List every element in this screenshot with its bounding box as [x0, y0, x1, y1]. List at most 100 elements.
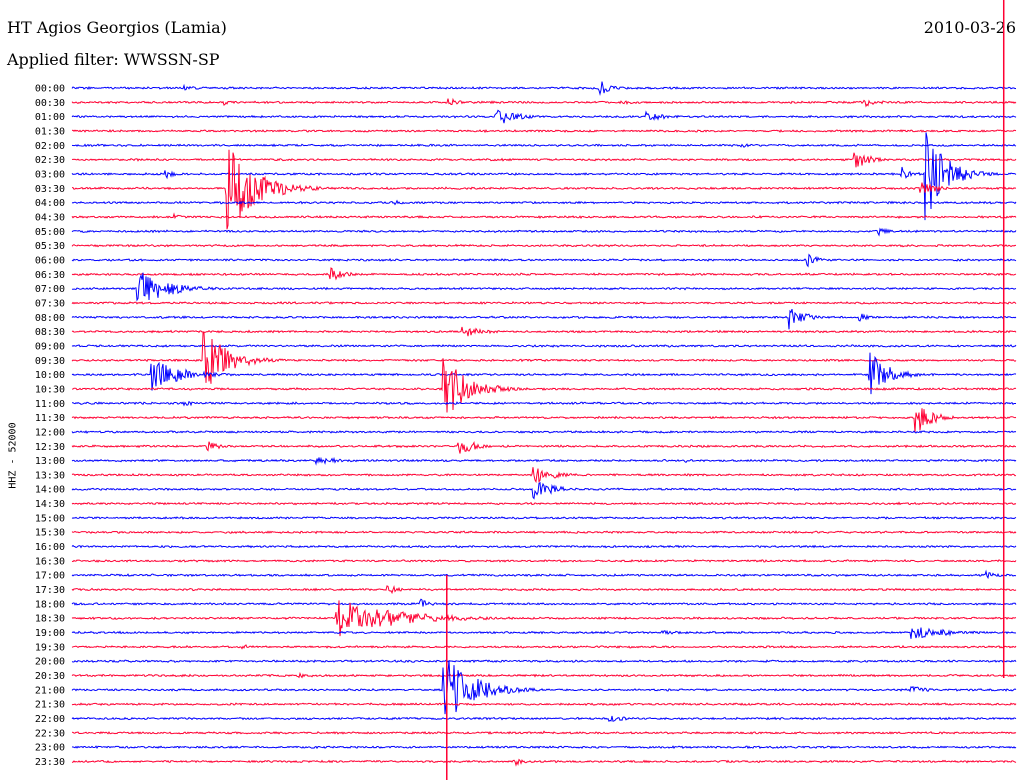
row-time-label: 16:00 — [35, 542, 65, 553]
row-time-label: 00:30 — [35, 98, 65, 109]
trace-row-0430 — [71, 212, 1017, 220]
trace-row-2300 — [71, 745, 1017, 750]
trace-row-0900 — [71, 344, 1017, 348]
row-time-label: 18:30 — [35, 614, 65, 625]
row-time-label: 21:00 — [35, 685, 65, 696]
trace-row-0500 — [71, 227, 1017, 237]
trace-row-1330 — [71, 467, 1017, 484]
trace-row-1730 — [71, 584, 1017, 595]
row-time-label: 05:30 — [35, 241, 65, 252]
trace-row-0730 — [71, 301, 1017, 305]
row-time-label: 13:30 — [35, 470, 65, 481]
trace-row-1000 — [71, 352, 1017, 395]
row-time-label: 20:30 — [35, 671, 65, 682]
row-time-label: 17:30 — [35, 585, 65, 596]
seismic-traces — [71, 81, 1017, 767]
row-time-label: 07:30 — [35, 298, 65, 309]
trace-row-0600 — [71, 253, 1017, 268]
trace-row-1530 — [71, 530, 1017, 535]
trace-row-0530 — [71, 243, 1017, 248]
row-time-label: 15:30 — [35, 528, 65, 539]
trace-row-1100 — [71, 400, 1017, 407]
row-time-label: 03:00 — [35, 169, 65, 180]
trace-row-1800 — [71, 598, 1017, 607]
trace-row-0800 — [71, 308, 1017, 330]
row-time-label: 09:30 — [35, 356, 65, 367]
trace-row-2230 — [71, 730, 1017, 735]
row-time-label: 03:30 — [35, 184, 65, 195]
row-time-label: 22:00 — [35, 714, 65, 725]
row-time-label: 07:00 — [35, 284, 65, 295]
filter-label: Applied filter: WWSSN-SP — [7, 50, 220, 69]
row-time-label: 02:00 — [35, 141, 65, 152]
row-time-label: 10:00 — [35, 370, 65, 381]
row-time-label: 01:30 — [35, 126, 65, 137]
row-time-label: 10:30 — [35, 384, 65, 395]
trace-row-0400 — [71, 199, 1017, 206]
trace-row-1300 — [71, 456, 1017, 466]
row-time-label: 20:00 — [35, 657, 65, 668]
trace-row-0930 — [71, 332, 1017, 384]
row-time-label: 06:30 — [35, 270, 65, 281]
row-time-label: 16:30 — [35, 556, 65, 567]
record-date: 2010-03-26 — [923, 18, 1016, 37]
trace-row-1900 — [71, 627, 1017, 639]
trace-row-1230 — [71, 440, 1017, 454]
row-time-label: 23:00 — [35, 743, 65, 754]
row-labels: 00:00 00:30 01:00 01:30 02:00 02:30 03:00 03:30… — [35, 84, 65, 769]
row-time-label: 17:00 — [35, 571, 65, 582]
trace-row-1500 — [71, 516, 1017, 520]
row-time-label: 23:30 — [35, 757, 65, 768]
row-time-label: 18:00 — [35, 599, 65, 610]
row-time-label: 14:00 — [35, 485, 65, 496]
row-time-label: 01:00 — [35, 112, 65, 123]
trace-row-1700 — [71, 569, 1017, 580]
trace-row-0030 — [71, 97, 1017, 108]
row-time-label: 04:30 — [35, 212, 65, 223]
trace-row-0630 — [71, 267, 1017, 281]
trace-row-2100 — [71, 660, 1017, 715]
station-title: HT Agios Georgios (Lamia) — [7, 18, 227, 37]
trace-row-0200 — [71, 143, 1017, 148]
row-time-label: 06:00 — [35, 255, 65, 266]
trace-row-0330 — [71, 149, 1017, 230]
row-time-label: 14:30 — [35, 499, 65, 510]
trace-row-2000 — [71, 659, 1017, 664]
trace-row-0000 — [71, 81, 1017, 97]
trace-row-1830 — [71, 600, 1017, 637]
trace-row-1930 — [71, 644, 1017, 650]
cursor-lines — [446, 0, 1005, 780]
row-time-label: 09:00 — [35, 341, 65, 352]
row-time-label: 04:00 — [35, 198, 65, 209]
trace-row-1600 — [71, 544, 1017, 549]
row-time-label: 11:30 — [35, 413, 65, 424]
row-time-label: 08:00 — [35, 313, 65, 324]
trace-row-1030 — [71, 358, 1017, 413]
row-time-label: 21:30 — [35, 700, 65, 711]
trace-row-0100 — [71, 109, 1017, 124]
row-time-label: 12:00 — [35, 427, 65, 438]
trace-row-0700 — [71, 272, 1017, 302]
trace-row-0130 — [71, 129, 1017, 134]
row-time-label: 19:00 — [35, 628, 65, 639]
trace-row-0830 — [71, 326, 1017, 337]
row-time-label: 08:30 — [35, 327, 65, 338]
trace-row-2330 — [71, 758, 1017, 767]
trace-row-1400 — [71, 481, 1017, 500]
trace-row-2030 — [71, 671, 1017, 679]
row-time-label: 12:30 — [35, 442, 65, 453]
row-time-label: 00:00 — [35, 84, 65, 95]
row-time-label: 05:00 — [35, 227, 65, 238]
trace-row-0230 — [71, 152, 1017, 168]
trace-row-1430 — [71, 501, 1017, 506]
row-time-label: 11:00 — [35, 399, 65, 410]
row-time-label: 15:00 — [35, 513, 65, 524]
row-time-label: 19:30 — [35, 642, 65, 653]
row-time-label: 22:30 — [35, 728, 65, 739]
trace-row-2200 — [71, 715, 1017, 722]
row-time-label: 02:30 — [35, 155, 65, 166]
row-time-label: 13:00 — [35, 456, 65, 467]
trace-row-1630 — [71, 558, 1017, 563]
trace-row-1130 — [71, 408, 1017, 433]
